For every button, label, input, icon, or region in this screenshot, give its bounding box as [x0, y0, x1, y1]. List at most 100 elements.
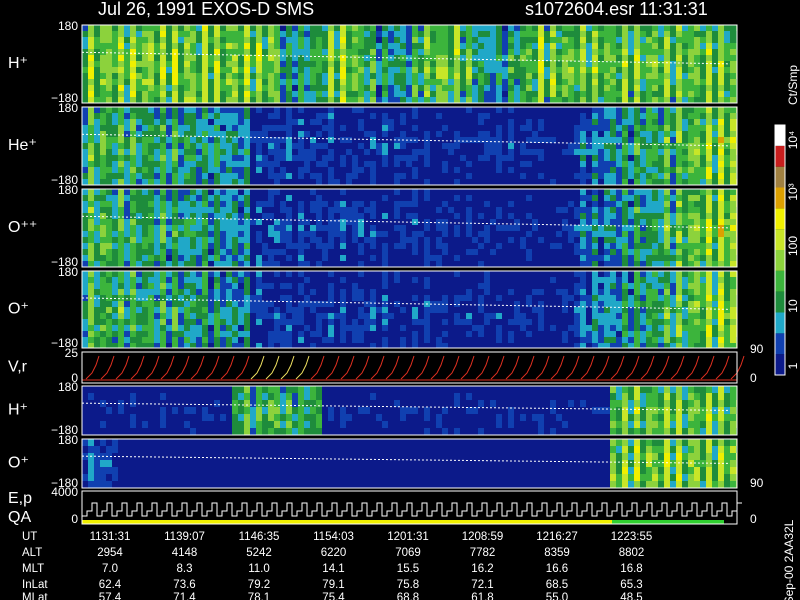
spectrogram-cell	[268, 85, 274, 91]
spectrogram-cell	[622, 61, 628, 67]
spectrogram-cell	[280, 255, 286, 261]
spectrogram-cell	[142, 189, 148, 195]
spectrogram-cell	[544, 119, 550, 125]
spectrogram-cell	[670, 31, 676, 37]
spectrogram-cell	[304, 155, 310, 161]
spectrogram-cell	[136, 79, 142, 85]
spectrogram-cell	[544, 167, 550, 173]
spectrogram-cell	[514, 37, 520, 43]
spectrogram-cell	[382, 295, 388, 301]
spectrogram-cell	[364, 125, 370, 131]
spectrogram-cell	[628, 91, 634, 97]
spectrogram-cell	[142, 131, 148, 137]
spectrogram-cell	[382, 113, 388, 119]
spectrogram-cell	[160, 213, 166, 219]
spectrogram-cell	[724, 243, 730, 249]
spectrogram-cell	[730, 49, 736, 55]
spectrogram-cell	[424, 91, 430, 97]
spectrogram-cell	[670, 213, 676, 219]
spectrogram-cell	[502, 37, 508, 43]
spectrogram-cell	[166, 131, 172, 137]
spectrogram-cell	[130, 31, 136, 37]
spectrogram-cell	[634, 173, 640, 179]
spectrogram-cell	[118, 313, 124, 319]
spectrogram-cell	[358, 67, 364, 73]
spectrogram-cell	[178, 255, 184, 261]
spectrogram-cell	[106, 225, 112, 231]
spectrogram-cell	[340, 243, 346, 249]
spectrogram-cell	[520, 137, 526, 143]
spectrogram-cell	[526, 179, 532, 185]
spectrogram-cell	[628, 237, 634, 243]
spectrogram-cell	[376, 161, 382, 167]
spectrogram-cell	[238, 243, 244, 249]
spectrogram-cell	[622, 55, 628, 61]
spectrogram-cell	[724, 49, 730, 55]
spectrogram-cell	[496, 161, 502, 167]
spectrogram-cell	[196, 319, 202, 325]
spectrogram-cell	[712, 231, 718, 237]
spectrogram-cell	[262, 283, 268, 289]
spectrogram-cell	[220, 55, 226, 61]
spectrogram-cell	[664, 143, 670, 149]
spectrogram-cell	[256, 91, 262, 97]
spectrogram-cell	[328, 261, 334, 267]
spectrogram-cell	[604, 67, 610, 73]
spectrogram-cell	[256, 97, 262, 103]
spectrogram-cell	[568, 131, 574, 137]
spectrogram-cell	[580, 249, 586, 255]
spectrogram-cell	[640, 125, 646, 131]
spectrogram-cell	[466, 201, 472, 207]
spectrogram-cell	[112, 189, 118, 195]
spectrogram-cell	[574, 43, 580, 49]
spectrogram-cell	[532, 255, 538, 261]
spectrogram-cell	[280, 49, 286, 55]
spectrogram-cell	[100, 43, 106, 49]
spectrogram-cell	[244, 289, 250, 295]
spectrogram-cell	[142, 219, 148, 225]
spectrogram-cell	[670, 167, 676, 173]
spectrogram-cell	[166, 313, 172, 319]
spectrogram-cell	[376, 313, 382, 319]
spectrogram-cell	[406, 25, 412, 31]
spectrogram-cell	[430, 225, 436, 231]
spectrogram-cell	[496, 243, 502, 249]
spectrogram-cell	[640, 179, 646, 185]
spectrogram-cell	[514, 219, 520, 225]
spectrogram-cell	[202, 243, 208, 249]
spectrogram-cell	[160, 271, 166, 277]
spectrogram-cell	[556, 161, 562, 167]
spectrogram-cell	[592, 219, 598, 225]
spectrogram-cell	[424, 31, 430, 37]
spectrogram-cell	[310, 319, 316, 325]
spectrogram-cell	[184, 119, 190, 125]
spectrogram-cell	[148, 167, 154, 173]
spectrogram-cell	[562, 91, 568, 97]
spectrogram-cell	[382, 249, 388, 255]
spectrogram-cell	[502, 195, 508, 201]
spectrogram-cell	[328, 91, 334, 97]
spectrogram-cell	[142, 67, 148, 73]
spectrogram-cell	[448, 161, 454, 167]
spectrogram-cell	[328, 61, 334, 67]
spectrogram-cell	[100, 143, 106, 149]
spectrogram-cell	[460, 73, 466, 79]
spectrogram-cell	[166, 155, 172, 161]
spectrogram-cell	[586, 91, 592, 97]
spectrogram-cell	[388, 173, 394, 179]
spectrogram-cell	[706, 131, 712, 137]
spectrogram-cell	[292, 277, 298, 283]
spectrogram-cell	[682, 255, 688, 261]
spectrogram-cell	[712, 149, 718, 155]
spectrogram-cell	[562, 201, 568, 207]
spectrogram-cell	[562, 149, 568, 155]
spectrogram-cell	[574, 173, 580, 179]
spectrogram-cell	[130, 307, 136, 313]
spectrogram-cell	[634, 31, 640, 37]
spectrogram-cell	[196, 201, 202, 207]
spectrogram-cell	[286, 97, 292, 103]
spectrogram-cell	[730, 219, 736, 225]
spectrogram-cell	[262, 331, 268, 337]
spectrogram-cell	[310, 119, 316, 125]
spectrogram-cell	[706, 85, 712, 91]
